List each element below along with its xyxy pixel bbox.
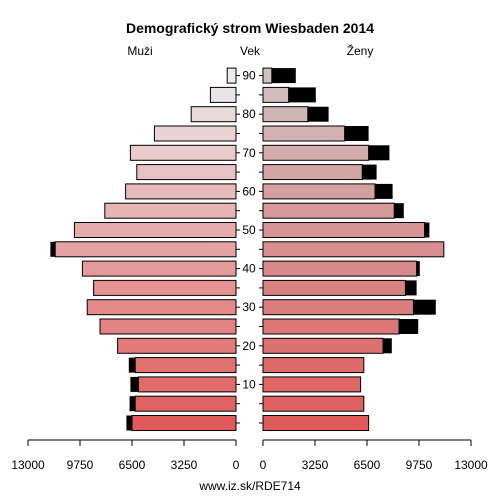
chart-title: Demografický strom Wiesbaden 2014 [126, 20, 374, 36]
female-bar [262, 106, 309, 123]
male-bar [125, 183, 237, 200]
male-bar [93, 279, 237, 296]
male-bar [54, 241, 237, 258]
male-foreign-bar [50, 241, 56, 257]
female-bar [262, 395, 365, 412]
x-tick-label-right: 0 [260, 458, 267, 472]
male-bar [226, 67, 237, 84]
female-bar [262, 299, 414, 316]
female-bar [262, 164, 363, 181]
female-bar [262, 86, 290, 103]
age-tick-label: 90 [242, 69, 256, 83]
female-bar [262, 202, 395, 219]
female-bar [262, 415, 370, 431]
male-bar [104, 202, 237, 219]
male-foreign-bar [129, 396, 136, 412]
center-label: Vek [240, 44, 261, 58]
male-bar [190, 106, 237, 123]
age-tick-label: 30 [242, 300, 256, 314]
age-tick-label: 40 [242, 262, 256, 276]
male-bar [81, 260, 237, 277]
female-foreign-bar [405, 280, 417, 296]
x-tick-label-left: 13000 [11, 458, 45, 472]
female-bar [262, 222, 426, 238]
female-bar [262, 183, 376, 200]
male-bar [209, 86, 237, 103]
female-bar [262, 357, 365, 374]
female-bar [262, 376, 362, 393]
male-bar [73, 222, 237, 238]
male-bars [50, 67, 237, 431]
male-foreign-bar [126, 415, 132, 431]
female-bar [262, 260, 418, 277]
x-axis-left: 13000 9750 6500 3250 0 [11, 439, 240, 472]
x-axis-right: 0 3250 6500 9750 13000 [260, 439, 488, 472]
female-bar [262, 337, 384, 354]
male-bar [153, 125, 237, 142]
right-label: Ženy [347, 43, 374, 58]
male-foreign-bar [130, 376, 139, 392]
male-foreign-bar [128, 357, 136, 373]
female-foreign-bar [399, 319, 419, 334]
female-bar [262, 279, 406, 296]
female-foreign-bar [416, 261, 420, 277]
age-tick-label: 80 [242, 107, 256, 121]
footer-url: www.iz.sk/RDE714 [198, 479, 301, 493]
female-foreign-bar [413, 299, 436, 315]
male-bar [136, 164, 237, 181]
female-foreign-bar [362, 164, 377, 180]
female-bar [262, 125, 346, 142]
male-bar [134, 395, 237, 412]
female-foreign-bar [288, 87, 316, 103]
female-bar [262, 144, 370, 161]
female-foreign-bar [424, 222, 430, 238]
age-tick-label: 10 [242, 377, 256, 391]
male-bar [137, 376, 237, 393]
female-foreign-bar [271, 68, 296, 84]
age-tick-label: 20 [242, 339, 256, 353]
x-tick-label-left: 3250 [171, 458, 198, 472]
x-tick-label-left: 9750 [67, 458, 94, 472]
x-tick-label-left: 0 [233, 458, 240, 472]
female-foreign-bar [307, 106, 329, 122]
x-tick-label-right: 6500 [354, 458, 381, 472]
female-foreign-bar [368, 145, 390, 161]
x-tick-label-right: 3250 [302, 458, 329, 472]
male-bar [131, 415, 237, 431]
male-bar [134, 357, 237, 374]
female-bar [262, 318, 400, 335]
age-tick-label: 50 [242, 223, 256, 237]
male-bar [86, 299, 237, 316]
left-label: Muži [127, 44, 152, 58]
age-tick-label: 70 [242, 146, 256, 160]
x-tick-label-right: 9750 [406, 458, 433, 472]
female-foreign-bar [344, 126, 369, 141]
female-bar [262, 67, 273, 84]
male-bar [117, 337, 237, 354]
age-axis: 90 80 70 60 50 40 30 20 10 [236, 69, 263, 424]
female-bars [262, 67, 445, 431]
female-bar [262, 241, 445, 258]
male-bar [99, 318, 237, 335]
female-foreign-bar [383, 338, 392, 354]
female-foreign-bar [394, 203, 404, 219]
male-bar [129, 144, 237, 161]
x-tick-label-left: 6500 [119, 458, 146, 472]
female-foreign-bar [375, 183, 393, 199]
x-tick-label-right: 13000 [454, 458, 488, 472]
age-tick-label: 60 [242, 184, 256, 198]
